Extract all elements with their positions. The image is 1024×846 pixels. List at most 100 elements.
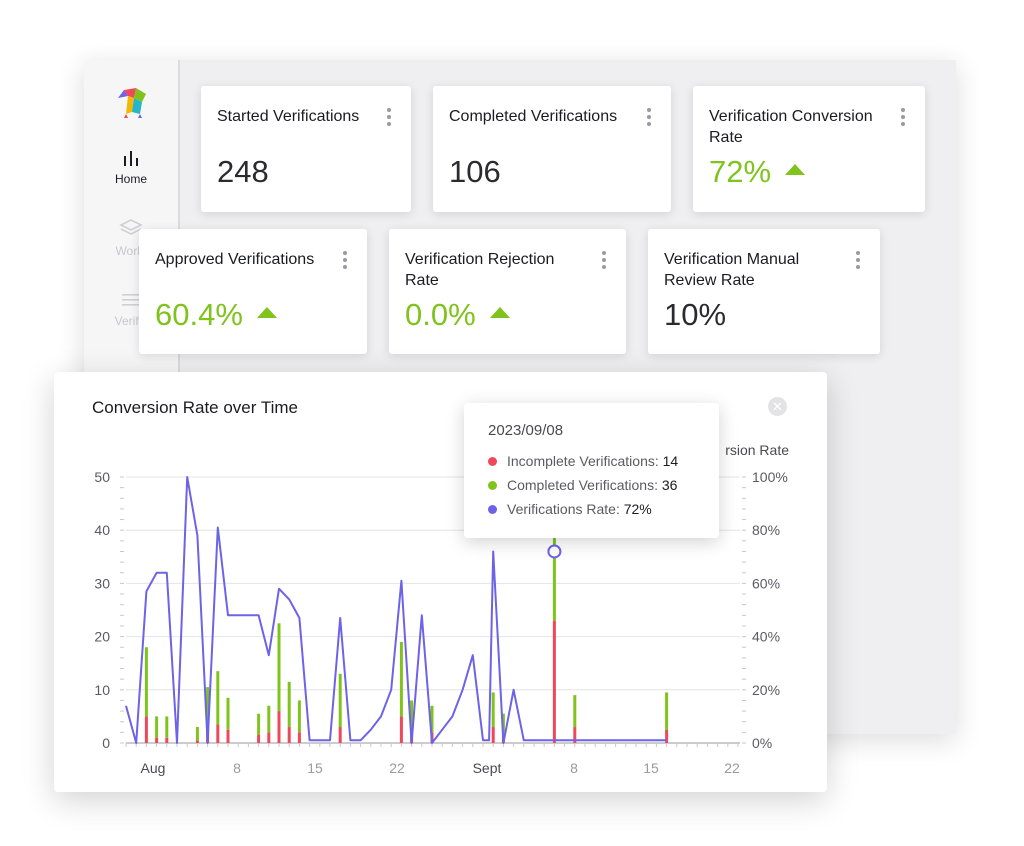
card-title: Verification Rejection Rate — [405, 251, 555, 289]
x-tick-label: 22 — [389, 760, 405, 776]
card-value: 0.0% — [405, 297, 510, 333]
more-options-icon[interactable] — [647, 108, 651, 129]
bar-completed — [195, 727, 199, 741]
close-icon[interactable]: ✕ — [768, 397, 787, 416]
bar-completed — [206, 687, 210, 728]
y2-axis-label: rsion Rate — [725, 442, 789, 458]
y-tick-label: 0 — [102, 735, 110, 751]
tooltip-row-completed: Completed Verifications: 36 — [488, 477, 677, 493]
layers-icon — [119, 219, 143, 235]
trend-up-icon — [256, 307, 277, 319]
card-title: Completed Verifications — [449, 108, 618, 125]
bar-completed — [287, 681, 291, 728]
bar-completed — [491, 692, 495, 728]
y2-tick-label: 60% — [752, 575, 780, 591]
x-tick-label: 15 — [307, 760, 323, 776]
bar-completed — [399, 641, 403, 717]
trend-up-icon — [489, 307, 510, 319]
stat-card-manual-review: Verification Manual Review Rate 10% — [648, 229, 880, 354]
bar-completed — [665, 692, 669, 730]
rate-line — [125, 476, 667, 744]
rate-marker — [547, 544, 562, 559]
bar-incomplete — [144, 716, 148, 743]
purple-dot-icon — [488, 504, 497, 514]
card-title: Started Verifications — [217, 108, 360, 125]
more-options-icon[interactable] — [387, 108, 391, 129]
green-dot-icon — [488, 480, 497, 490]
bar-incomplete — [573, 727, 577, 743]
bar-completed — [267, 705, 271, 733]
red-dot-icon — [488, 456, 497, 466]
y-tick-label: 10 — [94, 682, 110, 698]
bar-incomplete — [195, 740, 199, 743]
bar-chart-icon — [124, 151, 138, 166]
sidebar-item-label: Workf — [115, 244, 147, 258]
stat-card-conversion-rate: Verification Conversion Rate 72% — [693, 86, 925, 212]
tooltip-row-incomplete: Incomplete Verifications: 14 — [488, 453, 678, 469]
more-options-icon[interactable] — [602, 251, 606, 272]
card-value: 72% — [709, 154, 806, 190]
bar-incomplete — [399, 716, 403, 743]
bar-incomplete — [277, 711, 281, 743]
more-options-icon[interactable] — [901, 108, 905, 129]
bar-incomplete — [267, 732, 271, 743]
bar-incomplete — [491, 727, 495, 743]
y2-tick-label: 40% — [752, 629, 780, 645]
tooltip-row-rate: Verifications Rate: 72% — [488, 501, 652, 517]
bar-incomplete — [155, 737, 159, 743]
x-tick-label: 22 — [724, 760, 740, 776]
bar-incomplete — [216, 724, 220, 743]
bar-incomplete — [552, 620, 556, 743]
bar-completed — [573, 695, 577, 728]
list-icon — [122, 294, 140, 306]
trend-up-icon — [785, 164, 806, 176]
y2-tick-label: 80% — [752, 522, 780, 538]
bar-incomplete — [257, 735, 261, 743]
bar-incomplete — [287, 727, 291, 743]
card-title: Verification Conversion Rate — [709, 108, 873, 146]
stat-card-approved: Approved Verifications 60.4% — [139, 229, 367, 354]
bar-incomplete — [665, 729, 669, 743]
bar-completed — [257, 713, 261, 736]
x-tick-label: Sept — [473, 760, 502, 776]
more-options-icon[interactable] — [856, 251, 860, 272]
more-options-icon[interactable] — [343, 251, 347, 272]
y-tick-label: 40 — [94, 522, 110, 538]
bar-completed — [226, 697, 230, 730]
bar-incomplete — [165, 737, 169, 743]
bar-completed — [297, 700, 301, 733]
chart-tooltip: 2023/09/08 Incomplete Verifications: 14 … — [464, 403, 719, 538]
card-title: Verification Manual Review Rate — [664, 251, 800, 289]
bar-completed — [277, 623, 281, 712]
card-value: 10% — [664, 297, 727, 332]
bar-incomplete — [226, 729, 230, 743]
y2-tick-label: 100% — [752, 469, 788, 485]
bar-completed — [338, 673, 342, 728]
sidebar-item-label: Home — [114, 172, 147, 186]
y-tick-label: 30 — [94, 575, 110, 591]
card-value: 248 — [217, 154, 269, 189]
card-title: Approved Verifications — [155, 251, 315, 268]
x-tick-label: Aug — [141, 760, 166, 776]
bar-incomplete — [338, 727, 342, 743]
stat-card-rejection-rate: Verification Rejection Rate 0.0% — [389, 229, 626, 354]
tooltip-date: 2023/09/08 — [488, 422, 564, 439]
y2-tick-label: 20% — [752, 682, 780, 698]
bar-completed — [155, 716, 159, 738]
x-tick-label: 8 — [233, 760, 241, 776]
sidebar-item-workflows[interactable]: Workf — [84, 218, 178, 258]
card-value: 60.4% — [155, 297, 277, 333]
x-tick-label: 15 — [643, 760, 659, 776]
bar-incomplete — [297, 732, 301, 743]
brand-logo — [118, 88, 146, 118]
bar-completed — [216, 671, 220, 725]
x-tick-label: 8 — [570, 760, 578, 776]
bar-completed — [410, 700, 414, 738]
y-tick-label: 20 — [94, 629, 110, 645]
conversion-chart: 0 10 20 30 40 50 0% 20% 40% 60% 80% 100% Aug 8 15 22 Sep… — [94, 429, 788, 776]
sidebar-item-home[interactable]: Home — [84, 148, 178, 186]
card-value: 106 — [449, 154, 501, 189]
stat-card-completed: Completed Verifications 106 — [433, 86, 671, 212]
stat-card-started: Started Verifications 248 — [201, 86, 411, 212]
bar-completed — [144, 647, 148, 717]
